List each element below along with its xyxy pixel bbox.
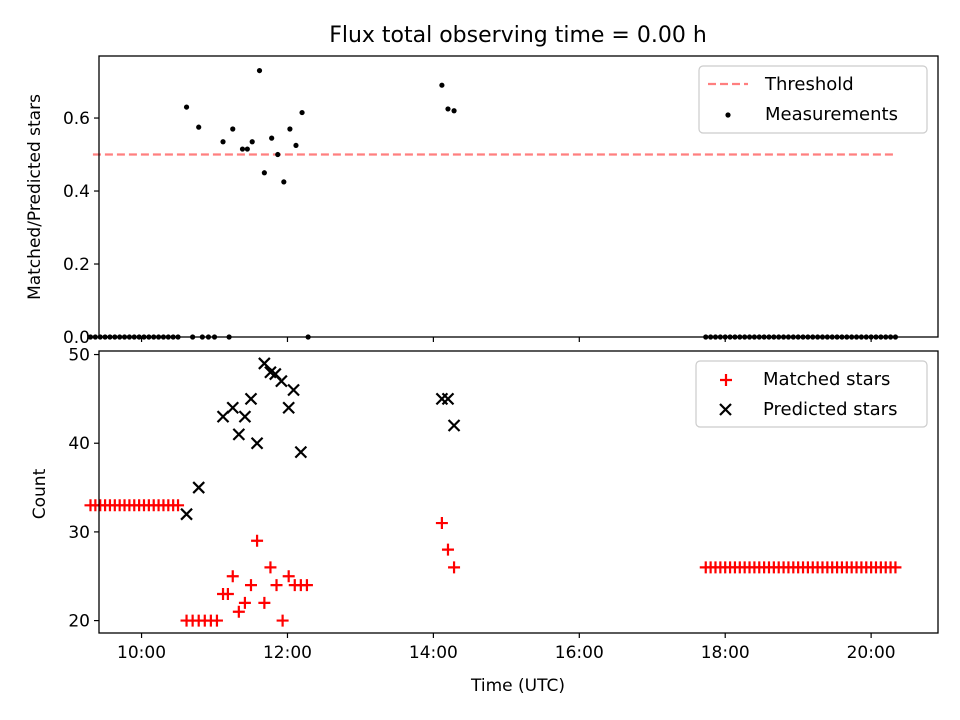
bottom-y-tick-label: 40 [68,434,90,454]
bottom-x-ticks: 10:00 12:00 14:00 16:00 18:00 20:00 [117,633,896,663]
matched-star-point [300,579,313,592]
threshold-legend-label: Threshold [764,74,854,95]
measurement-point [256,67,263,74]
predicted-star-point [275,374,288,388]
predicted-legend-swatch [719,403,732,416]
top-legend: Threshold Measurements [698,65,928,134]
measurement-point [261,170,267,176]
matched-star-point [441,543,454,556]
matched-star-point [276,614,289,627]
measurement-point [451,108,457,114]
bottom-xlabel: Time (UTC) [470,676,565,696]
bottom-x-tick-label: 10:00 [117,643,166,663]
matched-legend-label: Matched stars [763,369,890,390]
predicted-star-point [258,357,271,370]
measurements-legend-swatch [725,112,731,118]
predicted-star-point [435,392,449,406]
bottom-x-tick-label: 16:00 [555,643,604,663]
matched-legend-swatch [720,374,732,386]
measurement-point [196,124,202,130]
measurement-point [220,139,226,145]
matched-star-point [282,570,295,583]
bottom-y-tick-label: 50 [68,346,90,366]
bottom-legend-box [695,360,928,428]
top-title: Flux total observing time = 0.00 h [329,23,707,48]
predicted-star-point [216,410,230,423]
bottom-y-tick-label: 20 [68,612,90,632]
predicted-star-point [282,401,295,415]
measurement-point [269,135,275,141]
bottom-legend: Matched stars Predicted stars [695,360,928,428]
bottom-x-tick-label: 18:00 [701,643,750,663]
measurement-point [299,109,305,116]
measurements-legend-label: Measurements [765,104,898,125]
measurement-point [293,142,299,149]
measurement-point [249,139,255,145]
bottom-y-tick-label: 30 [68,523,90,543]
bottom-axes-frame [98,350,939,634]
predicted-star-point [180,507,193,521]
matched-star-point [172,499,185,512]
matched-star-point [232,605,245,618]
measurement-point [281,179,287,185]
top-y-tick-label: 0.0 [63,328,90,348]
bottom-ylabel: Count [30,468,50,519]
matched-star-point [244,579,257,592]
predicted-star-point [192,481,205,494]
top-y-tick-label: 0.2 [63,255,90,275]
predicted-star-point [441,392,455,406]
measurement-point [87,334,94,340]
measurement-point [183,104,190,110]
matched-star-point [435,517,448,530]
matched-star-point [270,579,283,592]
predicted-star-point [226,401,240,415]
matched-star-point [889,561,902,574]
predicted-star-point [287,383,300,397]
matched-star-point [226,570,239,583]
top-y-tick-label: 0.6 [63,109,90,129]
measurement-point [92,334,98,340]
measurement-point [439,82,445,88]
predicted-legend-label: Predicted stars [763,399,897,420]
measurement-point [230,126,236,132]
predicted-star-point [294,445,308,459]
bottom-plot-area [84,357,902,627]
matched-star-point [210,614,223,627]
measurement-point [244,146,250,152]
measurement-point [275,151,281,158]
top-y-ticks: 0.0 0.2 0.4 0.6 [63,109,872,348]
top-legend-box [698,65,928,134]
matched-star-point [258,596,271,609]
measurement-point [445,106,451,112]
bottom-panel: Count Time (UTC) 20 30 40 50 10:00 12:00 14:0… [30,346,939,696]
predicted-star-point [238,410,252,423]
measurement-point [239,146,246,152]
bottom-y-ticks: 20 30 40 50 [68,346,99,632]
predicted-star-point [250,436,264,450]
measurement-point [287,126,293,132]
predicted-star-point [232,428,246,441]
top-ylabel: Matched/Predicted stars [25,94,45,300]
bottom-x-tick-label: 20:00 [847,643,896,663]
matched-star-point [448,561,461,574]
matched-star-point [221,587,234,600]
top-axes-frame [98,55,939,338]
predicted-star-point [244,392,258,406]
matched-star-point [251,534,264,547]
matched-star-point [238,596,251,609]
bottom-x-tick-label: 12:00 [263,643,312,663]
top-panel: Flux total observing time = 0.00 h Match… [25,23,939,348]
top-y-tick-label: 0.4 [63,182,90,202]
bottom-x-tick-label: 14:00 [409,643,458,663]
matched-star-point [264,561,277,574]
predicted-star-point [447,419,461,432]
